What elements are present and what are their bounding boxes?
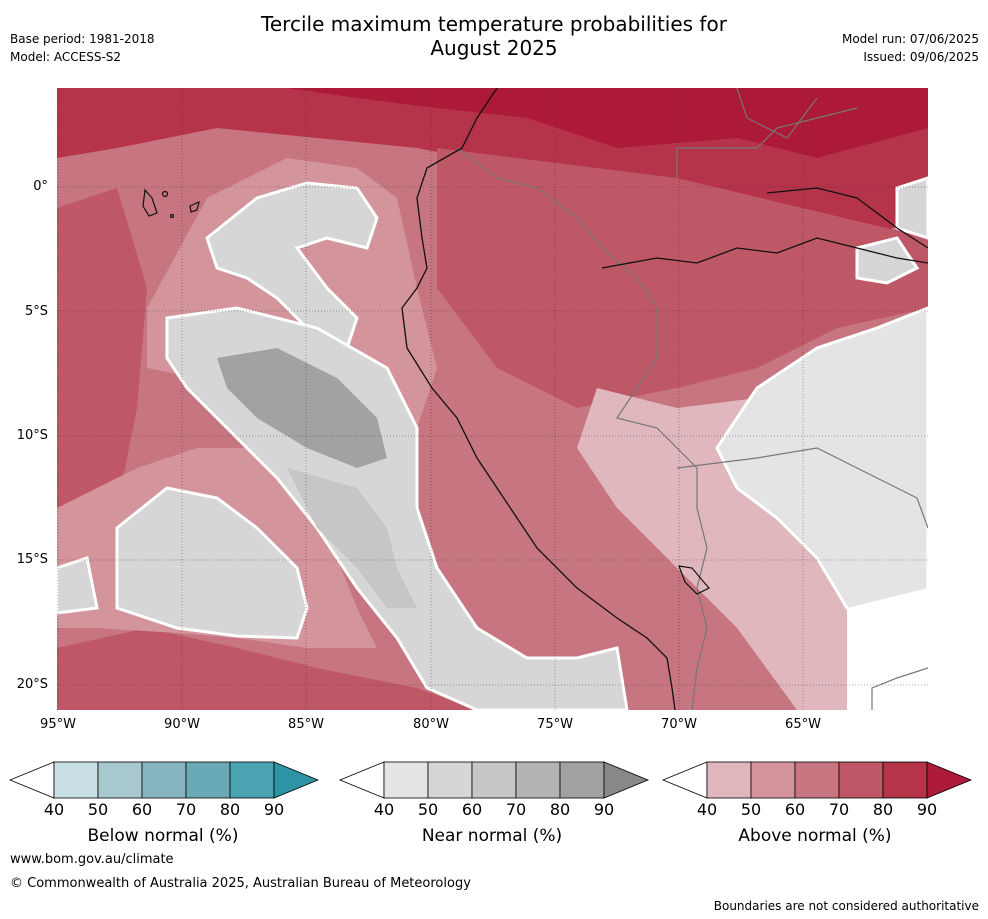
colorbar-segment <box>185 761 231 799</box>
colorbar-tick: 60 <box>461 800 483 819</box>
country-borders <box>456 88 928 710</box>
meta-right: Model run: 07/06/2025 Issued: 09/06/2025 <box>842 30 979 66</box>
colorbar-tick: 70 <box>175 800 197 819</box>
colorbar-segment <box>471 761 517 799</box>
colorbar-tick: 50 <box>417 800 439 819</box>
colorbars <box>8 761 973 799</box>
model-run: Model run: 07/06/2025 <box>841 32 979 46</box>
colorbar-segment <box>559 761 605 799</box>
lat-label-5s: 5°S <box>24 304 48 319</box>
colorbar-tick: 80 <box>219 800 241 819</box>
colorbar-below-label: Below normal (%) <box>87 826 239 846</box>
region-near-galapagos <box>205 181 379 351</box>
lake-titicaca <box>678 565 710 595</box>
colorbar-segment <box>706 761 752 799</box>
copyright-text: © Commonwealth of Australia 2025, Austra… <box>10 876 471 891</box>
coastline <box>401 88 676 710</box>
colorbar-above-label: Above normal (%) <box>738 826 892 846</box>
lon-label-70w: 70°W <box>661 717 697 732</box>
colorbar-tick: 60 <box>131 800 153 819</box>
gridlines <box>57 88 928 710</box>
lon-label-85w: 85°W <box>288 717 324 732</box>
region-above-core-north <box>287 88 928 158</box>
lon-label-95w: 95°W <box>40 717 76 732</box>
region-blank-southeast <box>847 588 928 710</box>
lat-label-10s: 10°S <box>16 428 48 443</box>
lon-label-90w: 90°W <box>164 717 200 732</box>
region-near-darker <box>217 348 387 468</box>
model-name: Model: ACCESS-S2 <box>10 50 122 64</box>
colorbar-above <box>661 761 973 799</box>
colorbar-tick: 40 <box>43 800 65 819</box>
region-above-southwest <box>57 628 477 710</box>
colorbar-tick: 50 <box>87 800 109 819</box>
lat-label-15s: 15°S <box>16 552 48 567</box>
colorbar-max-arrow <box>926 761 973 799</box>
colorbar-segment <box>97 761 143 799</box>
colorbar-near-label: Near normal (%) <box>421 826 563 846</box>
amazon-river-north <box>766 187 928 249</box>
colorbar-tick: 90 <box>593 800 615 819</box>
disclaimer-text: Boundaries are not considered authoritat… <box>713 899 979 913</box>
website-text: www.bom.gov.au/climate <box>10 852 174 867</box>
lat-label-20s: 20°S <box>16 677 48 692</box>
region-near-east-small <box>855 236 920 285</box>
colorbar-segment <box>383 761 429 799</box>
colorbar-tick: 80 <box>549 800 571 819</box>
colorbar-below <box>8 761 320 799</box>
colorbar-segment <box>229 761 275 799</box>
lon-label-75w: 75°W <box>537 717 573 732</box>
probability-map <box>57 88 928 710</box>
issued-date: Issued: 09/06/2025 <box>863 50 979 64</box>
base-period: Base period: 1981-2018 <box>10 32 155 46</box>
region-near-far-west <box>57 556 99 615</box>
colorbar-tick: 70 <box>828 800 850 819</box>
colorbar-segment <box>427 761 473 799</box>
colorbar-segment <box>515 761 561 799</box>
colorbar-tick: 40 <box>373 800 395 819</box>
colorbar-tick: 80 <box>872 800 894 819</box>
colorbar-tick: 40 <box>696 800 718 819</box>
region-near-mid <box>287 468 417 608</box>
galapagos-islands <box>142 188 200 219</box>
colorbar-max-arrow <box>603 761 650 799</box>
colorbar-min-arrow <box>8 761 55 799</box>
lon-label-65w: 65°W <box>785 717 821 732</box>
amazon-river <box>601 237 928 269</box>
colorbar-segment <box>794 761 840 799</box>
meta-left: Base period: 1981-2018 Model: ACCESS-S2 <box>10 30 155 66</box>
colorbar-tick: 60 <box>784 800 806 819</box>
region-near-southwest <box>115 486 309 640</box>
colorbar-tick: 90 <box>916 800 938 819</box>
colorbar-tick: 90 <box>263 800 285 819</box>
colorbar-segment <box>882 761 928 799</box>
colorbar-segment <box>838 761 884 799</box>
region-above-interior <box>437 148 928 408</box>
colorbar-near <box>338 761 650 799</box>
colorbar-segment <box>750 761 796 799</box>
colorbar-segment <box>53 761 99 799</box>
colorbar-tick: 50 <box>740 800 762 819</box>
colorbar-min-arrow <box>661 761 708 799</box>
lon-label-80w: 80°W <box>413 717 449 732</box>
map-title: Tercile maximum temperature probabilitie… <box>0 12 988 60</box>
region-above-west-ocean <box>57 188 147 518</box>
colorbar-max-arrow <box>273 761 320 799</box>
lat-label-0: 0° <box>33 179 48 194</box>
region-near-northeast <box>895 176 928 240</box>
colorbar-segment <box>141 761 187 799</box>
title-line-1: Tercile maximum temperature probabilitie… <box>261 12 727 36</box>
colorbar-tick: 70 <box>505 800 527 819</box>
colorbar-min-arrow <box>338 761 385 799</box>
title-line-2: August 2025 <box>430 36 558 60</box>
